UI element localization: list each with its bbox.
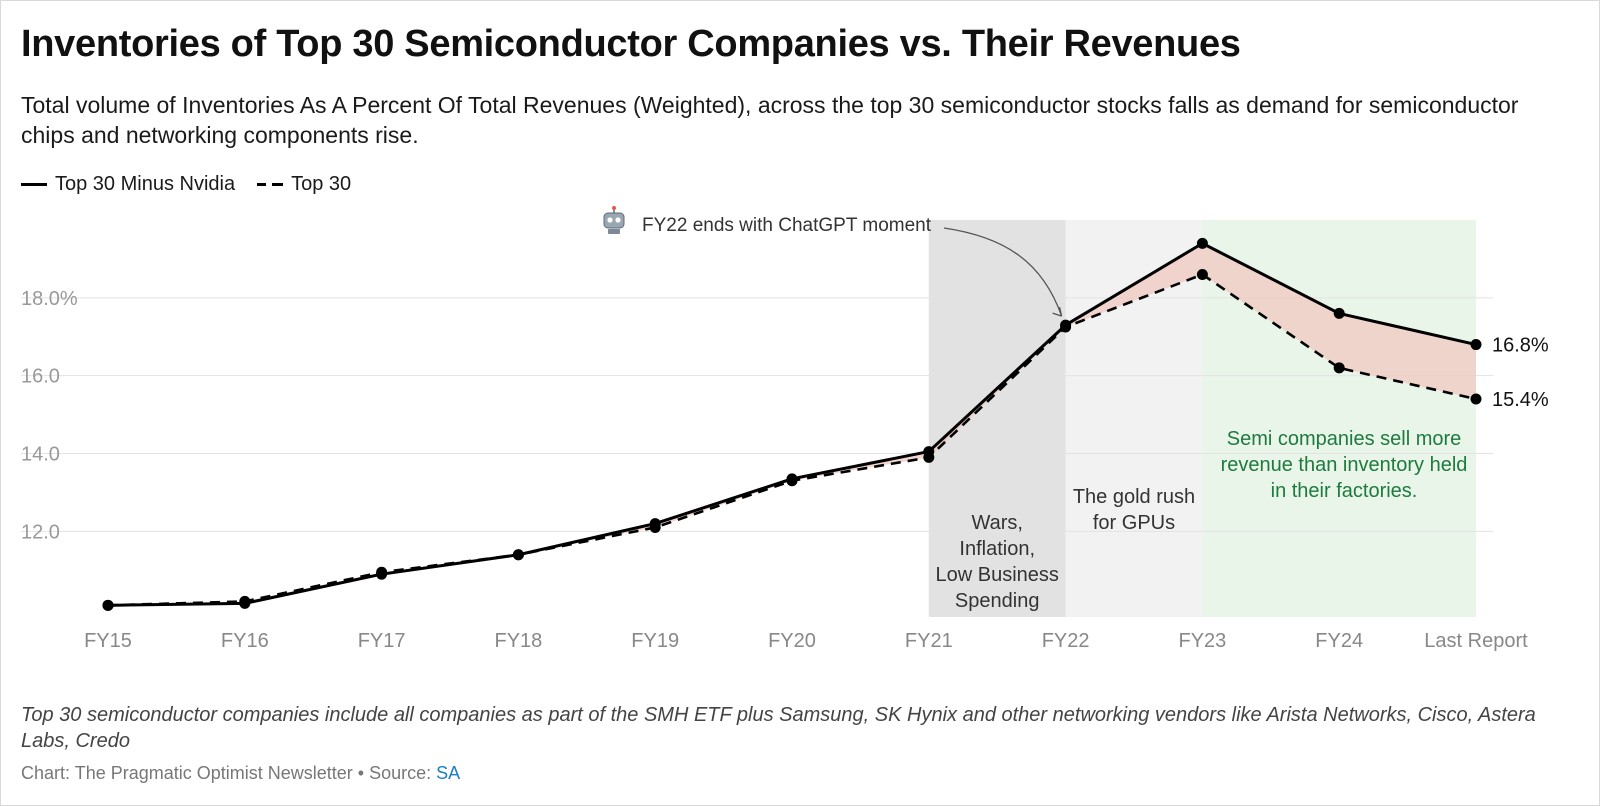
annotation-arrowhead <box>1052 306 1063 317</box>
marker-point-dashed <box>239 595 251 607</box>
x-tick-label: FY22 <box>1042 630 1090 652</box>
legend-label-dashed: Top 30 <box>291 173 352 195</box>
region-label: Wars, Inflation, Low Business Spending <box>935 512 1058 612</box>
dashed-line-swatch <box>257 183 284 186</box>
annotation-text: FY22 ends with ChatGPT moment <box>642 215 932 236</box>
marker-point-dashed <box>1060 321 1072 333</box>
robot-head <box>603 212 625 229</box>
chart-subtitle: Total volume of Inventories As A Percent… <box>21 92 1519 148</box>
legend: Top 30 Minus Nvidia Top 30 <box>21 173 373 196</box>
end-value-label: 15.4% <box>1492 389 1549 411</box>
robot-eye-right <box>615 217 621 223</box>
x-tick-label: Last Report <box>1424 630 1528 652</box>
marker-point-solid <box>1333 307 1345 319</box>
y-tick-label: 18.0% <box>21 288 78 310</box>
solid-line-swatch <box>21 183 47 186</box>
marker-point-solid <box>1196 237 1208 249</box>
end-value-label: 16.8% <box>1492 335 1549 357</box>
y-tick-label: 16.0 <box>21 366 60 388</box>
marker-point-dashed <box>376 566 388 578</box>
marker-point-dashed <box>923 451 935 463</box>
x-tick-label: FY24 <box>1315 630 1363 652</box>
marker-point-dashed <box>102 599 114 611</box>
marker-point-solid <box>1470 339 1482 351</box>
robot-antenna-tip <box>612 206 616 210</box>
x-tick-label: FY21 <box>905 630 953 652</box>
source-link[interactable]: SA <box>436 763 461 783</box>
x-tick-label: FY20 <box>768 630 816 652</box>
marker-point-dashed <box>1333 362 1345 374</box>
marker-point-dashed <box>512 549 524 561</box>
x-tick-label: FY16 <box>221 630 269 652</box>
region-label: Semi companies sell more revenue than inv… <box>1221 428 1468 502</box>
robot-eye-left <box>607 217 613 223</box>
robot-icon <box>603 206 625 234</box>
credit-line: Chart: The Pragmatic Optimist Newsletter… <box>21 763 460 784</box>
robot-body <box>608 229 620 234</box>
x-tick-label: FY18 <box>494 630 542 652</box>
chart-title: Inventories of Top 30 Semiconductor Comp… <box>21 23 1241 65</box>
annotation-arrow <box>943 227 1063 317</box>
legend-label-solid: Top 30 Minus Nvidia <box>55 173 236 195</box>
x-tick-label: FY23 <box>1178 630 1226 652</box>
marker-point-dashed <box>649 521 661 533</box>
y-tick-label: 12.0 <box>21 521 60 543</box>
marker-point-dashed <box>786 475 798 487</box>
x-tick-label: FY15 <box>84 630 132 652</box>
marker-point-dashed <box>1196 268 1208 280</box>
legend-item-dashed: Top 30 <box>257 173 351 196</box>
legend-item-solid: Top 30 Minus Nvidia <box>21 173 235 196</box>
y-tick-label: 14.0 <box>21 444 60 466</box>
x-tick-label: FY17 <box>358 630 406 652</box>
footnote: Top 30 semiconductor companies include a… <box>21 704 1536 752</box>
line-chart: 12.0 14.0 16.0 18.0% 16.8% 15.4% FY15 FY16 FY17 F… <box>21 206 1549 652</box>
region-label: The gold rush for GPUs <box>1073 486 1195 534</box>
credit-text: Chart: The Pragmatic Optimist Newsletter… <box>21 763 437 783</box>
marker-point-dashed <box>1470 393 1482 405</box>
shaded-region-slowdown <box>928 220 1066 617</box>
x-tick-label: FY19 <box>631 630 679 652</box>
